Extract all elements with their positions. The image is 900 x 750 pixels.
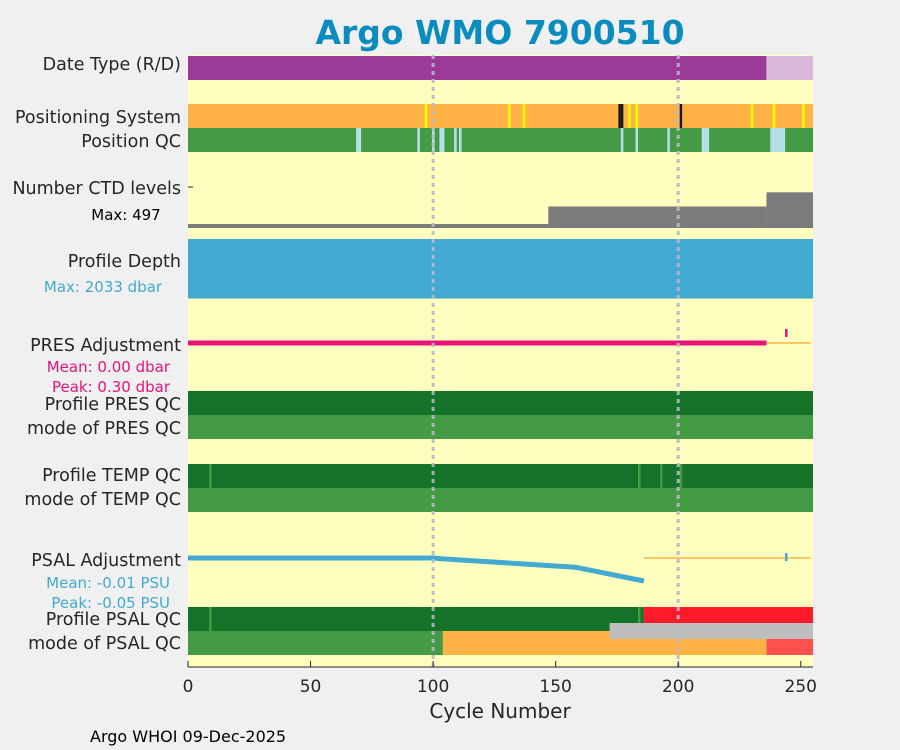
row-10-series-line xyxy=(188,555,645,584)
row-1-tick-1-2 xyxy=(679,104,683,128)
row-1-tick-1-1 xyxy=(620,104,624,128)
row-8-tick-0-0 xyxy=(209,464,212,488)
row-10-label: PSAL Adjustment xyxy=(31,551,181,571)
row-2-tick-0-4 xyxy=(439,128,442,152)
row-5-label: PRES Adjustment xyxy=(30,336,181,356)
row-2-tick-0-8 xyxy=(620,128,624,152)
row-11-label: Profile PSAL QC xyxy=(46,610,181,630)
chart-title: Argo WMO 7900510 xyxy=(315,13,684,52)
row-1-tick-0-2 xyxy=(522,104,526,128)
row-10-spike xyxy=(785,553,788,561)
row-0-label: Date Type (R/D) xyxy=(43,55,181,75)
row-6-label: Profile PRES QC xyxy=(45,395,181,415)
row-1-tick-0-1 xyxy=(508,104,511,128)
x-tick-label-0: 0 xyxy=(183,677,194,697)
row-2-label: Position QC xyxy=(81,132,181,152)
x-tick-label-2: 100 xyxy=(417,677,449,697)
row-2-tick-0-6 xyxy=(454,128,457,152)
row-11-segment-0 xyxy=(188,607,644,631)
row-2-tick-0-9 xyxy=(635,128,639,152)
row-0-segment-1 xyxy=(766,56,813,80)
row-2-tick-0-2 xyxy=(417,128,420,152)
row-2-tick-0-3 xyxy=(432,128,435,152)
row-8-tick-0-3 xyxy=(679,464,683,488)
row-4-sublabel: Max: 2033 dbar xyxy=(44,278,163,296)
row-12-segment-0 xyxy=(188,631,443,655)
row-2-tick-0-12 xyxy=(704,128,707,152)
row-1-tick-0-7 xyxy=(802,104,805,128)
row-2-tick-0-11 xyxy=(701,128,705,152)
row-12-overlay xyxy=(609,623,813,639)
row-8-tick-0-1 xyxy=(637,464,641,488)
row-8-tick-0-2 xyxy=(660,464,663,488)
x-tick-label-1: 50 xyxy=(300,677,322,697)
row-2-tick-0-16 xyxy=(775,128,778,152)
row-3-step-1 xyxy=(548,206,767,228)
row-3-step-2 xyxy=(766,192,813,228)
row-1-tick-0-6 xyxy=(772,104,776,128)
row-11-tick-0-0 xyxy=(209,607,212,631)
row-3-step-0 xyxy=(188,224,549,228)
row-11-tick-0-1 xyxy=(637,607,641,631)
x-tick-label-5: 250 xyxy=(785,677,817,697)
row-7-label: mode of PRES QC xyxy=(27,419,181,439)
x-tick-label-4: 200 xyxy=(662,677,694,697)
row-5-mean-line xyxy=(188,340,767,346)
row-2-segment-0 xyxy=(188,128,813,152)
row-1-tick-1-0 xyxy=(618,104,621,128)
row-8-label: Profile TEMP QC xyxy=(42,466,181,486)
row-2-tick-0-7 xyxy=(459,128,462,152)
row-10-stat-0: Mean: -0.01 PSU xyxy=(46,574,170,592)
row-12-label: mode of PSAL QC xyxy=(28,634,181,654)
row-2-tick-0-18 xyxy=(780,128,783,152)
row-1-segment-0 xyxy=(188,104,813,128)
row-2-tick-0-17 xyxy=(777,128,781,152)
row-9-segment-0 xyxy=(188,488,813,512)
footer-credit: Argo WHOI 09-Dec-2025 xyxy=(90,727,286,746)
row-2-tick-0-10 xyxy=(667,128,670,152)
row-7-segment-0 xyxy=(188,415,813,439)
row-4-depth-bar xyxy=(188,239,813,299)
row-2-tick-0-1 xyxy=(358,128,362,152)
row-3-label: Number CTD levels xyxy=(12,179,181,199)
row-2-tick-0-14 xyxy=(770,128,773,152)
row-9-label: mode of TEMP QC xyxy=(24,490,181,510)
row-2-tick-0-15 xyxy=(772,128,776,152)
row-2-tick-0-0 xyxy=(356,128,359,152)
row-1-tick-0-5 xyxy=(750,104,754,128)
row-5-spike xyxy=(785,329,788,337)
row-5-stat-1: Peak: 0.30 dbar xyxy=(52,378,171,396)
row-1-tick-0-3 xyxy=(628,104,631,128)
row-2-tick-0-13 xyxy=(706,128,710,152)
row-2-tick-0-19 xyxy=(782,128,786,152)
row-2-tick-0-5 xyxy=(441,128,445,152)
row-4-label: Profile Depth xyxy=(68,252,181,272)
row-5-stat-0: Mean: 0.00 dbar xyxy=(47,358,171,376)
row-6-segment-0 xyxy=(188,391,813,415)
row-10-stat-1: Peak: -0.05 PSU xyxy=(51,594,170,612)
row-8-segment-0 xyxy=(188,464,813,488)
row-1-tick-0-0 xyxy=(424,104,428,128)
row-3-sublabel: Max: 497 xyxy=(91,206,160,224)
row-0-segment-0 xyxy=(188,56,767,80)
row-1-tick-0-4 xyxy=(635,104,639,128)
row-1-label: Positioning System xyxy=(15,108,181,128)
x-tick-label-3: 150 xyxy=(539,677,571,697)
x-axis-label: Cycle Number xyxy=(429,699,571,723)
